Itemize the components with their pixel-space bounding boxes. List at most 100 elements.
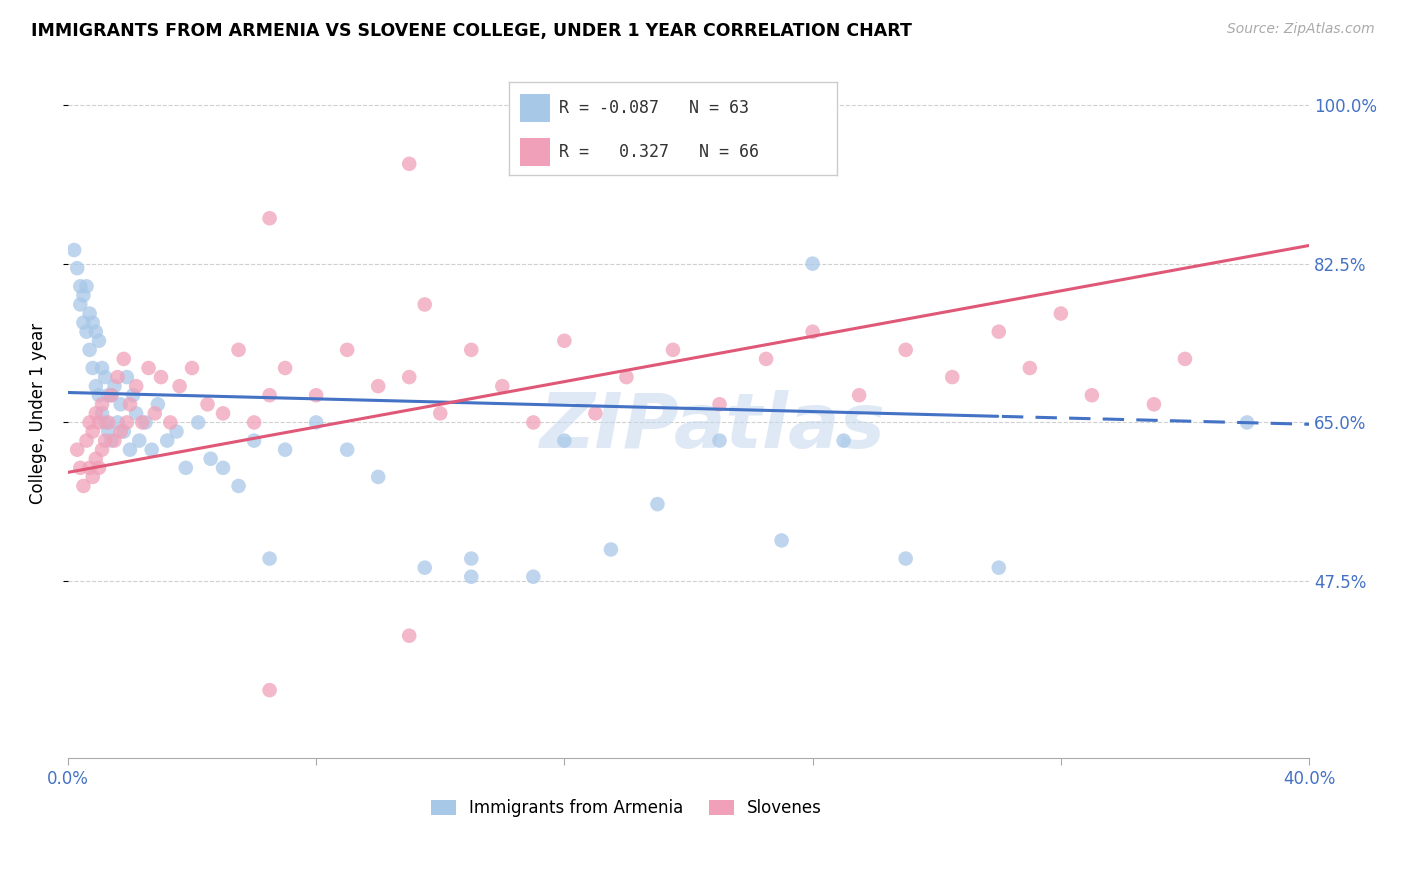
- Text: IMMIGRANTS FROM ARMENIA VS SLOVENE COLLEGE, UNDER 1 YEAR CORRELATION CHART: IMMIGRANTS FROM ARMENIA VS SLOVENE COLLE…: [31, 22, 912, 40]
- Point: [662, 343, 685, 357]
- Point: [274, 361, 297, 376]
- Point: [553, 334, 575, 348]
- Point: [398, 629, 420, 643]
- Point: [159, 416, 181, 430]
- Point: [97, 425, 120, 439]
- Point: [91, 442, 114, 457]
- Point: [84, 406, 107, 420]
- Point: [84, 379, 107, 393]
- Point: [367, 470, 389, 484]
- Point: [72, 479, 94, 493]
- Point: [112, 351, 135, 366]
- Point: [187, 416, 209, 430]
- Point: [460, 551, 482, 566]
- Point: [76, 434, 98, 448]
- Point: [212, 460, 235, 475]
- Point: [228, 479, 250, 493]
- Point: [647, 497, 669, 511]
- Point: [82, 470, 104, 484]
- Point: [413, 560, 436, 574]
- Point: [166, 425, 188, 439]
- Point: [69, 279, 91, 293]
- Point: [84, 325, 107, 339]
- Point: [72, 288, 94, 302]
- Text: ZIPatlas: ZIPatlas: [540, 390, 886, 464]
- Point: [128, 434, 150, 448]
- Legend: Immigrants from Armenia, Slovenes: Immigrants from Armenia, Slovenes: [425, 792, 828, 823]
- Point: [94, 370, 117, 384]
- Point: [259, 211, 281, 226]
- Point: [259, 683, 281, 698]
- Point: [94, 416, 117, 430]
- Point: [336, 343, 359, 357]
- Point: [1018, 361, 1040, 376]
- Point: [110, 397, 132, 411]
- Text: Source: ZipAtlas.com: Source: ZipAtlas.com: [1227, 22, 1375, 37]
- Point: [91, 406, 114, 420]
- Point: [115, 370, 138, 384]
- Point: [94, 434, 117, 448]
- Point: [200, 451, 222, 466]
- Point: [118, 397, 141, 411]
- Point: [79, 343, 101, 357]
- Point: [100, 388, 122, 402]
- Point: [987, 325, 1010, 339]
- Point: [305, 416, 328, 430]
- Point: [125, 379, 148, 393]
- Point: [755, 351, 778, 366]
- Point: [522, 416, 544, 430]
- Point: [66, 442, 89, 457]
- Point: [69, 297, 91, 311]
- Point: [197, 397, 219, 411]
- Point: [941, 370, 963, 384]
- Point: [82, 361, 104, 376]
- Point: [84, 451, 107, 466]
- Point: [112, 425, 135, 439]
- Point: [103, 379, 125, 393]
- Point: [79, 416, 101, 430]
- Point: [91, 397, 114, 411]
- Point: [118, 442, 141, 457]
- Point: [398, 370, 420, 384]
- Point: [894, 343, 917, 357]
- Point: [146, 397, 169, 411]
- Point: [110, 425, 132, 439]
- Point: [107, 370, 129, 384]
- Point: [367, 379, 389, 393]
- Point: [709, 397, 731, 411]
- Point: [336, 442, 359, 457]
- Point: [243, 434, 266, 448]
- Point: [987, 560, 1010, 574]
- Point: [115, 416, 138, 430]
- Point: [801, 257, 824, 271]
- Point: [87, 416, 110, 430]
- Point: [259, 388, 281, 402]
- Point: [87, 388, 110, 402]
- Point: [156, 434, 179, 448]
- Point: [174, 460, 197, 475]
- Point: [600, 542, 623, 557]
- Point: [79, 460, 101, 475]
- Point: [1143, 397, 1166, 411]
- Point: [141, 442, 163, 457]
- Point: [1174, 351, 1197, 366]
- Point: [169, 379, 191, 393]
- Point: [82, 425, 104, 439]
- Point: [66, 261, 89, 276]
- Point: [87, 460, 110, 475]
- Point: [398, 157, 420, 171]
- Point: [91, 361, 114, 376]
- Point: [87, 334, 110, 348]
- Point: [491, 379, 513, 393]
- Point: [63, 243, 86, 257]
- Point: [616, 370, 638, 384]
- Point: [583, 406, 606, 420]
- Point: [894, 551, 917, 566]
- Point: [76, 279, 98, 293]
- Point: [801, 325, 824, 339]
- Point: [138, 361, 160, 376]
- Point: [103, 434, 125, 448]
- Point: [212, 406, 235, 420]
- Point: [1050, 307, 1073, 321]
- Point: [460, 343, 482, 357]
